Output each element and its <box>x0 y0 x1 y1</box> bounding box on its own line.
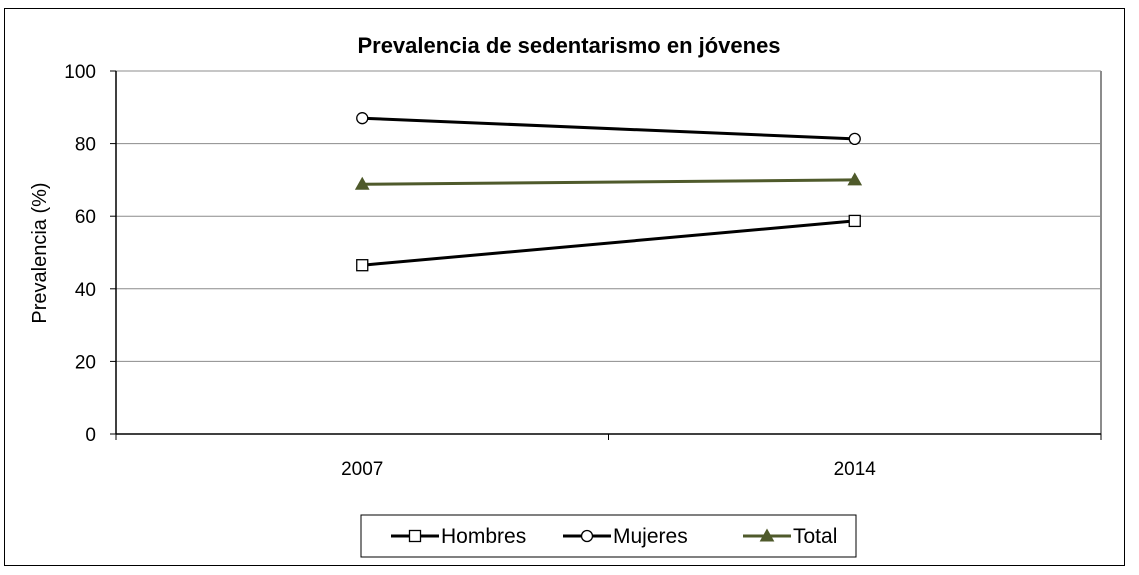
legend: Hombres Mujeres Total <box>360 514 857 558</box>
y-tick-label: 20 <box>75 352 96 373</box>
chart-title: Prevalencia de sedentarismo en jóvenes <box>357 33 780 58</box>
chart-frame <box>4 8 1125 566</box>
x-tick-label: 2014 <box>834 459 877 480</box>
y-tick-label: 100 <box>64 62 96 83</box>
data-point-total <box>354 176 370 190</box>
series-line-total <box>362 178 855 186</box>
y-axis-title: Prevalencia (%) <box>29 182 51 323</box>
legend-marker-total <box>759 528 775 542</box>
y-tick-label: 80 <box>75 135 96 156</box>
legend-marker-mujeres <box>580 529 594 543</box>
legend-label-total: Total <box>793 525 837 548</box>
legend-marker-hombres <box>408 529 422 543</box>
data-point-hombres <box>848 214 861 228</box>
data-point-total <box>847 172 863 186</box>
legend-label-hombres: Hombres <box>441 525 526 548</box>
legend-label-mujeres: Mujeres <box>613 525 688 548</box>
x-tick-label: 2007 <box>341 459 383 480</box>
y-tick-label: 60 <box>75 207 96 228</box>
data-point-hombres <box>356 259 369 272</box>
plot-area: 0 20 40 60 80 100 2007 2014 <box>64 62 1102 480</box>
data-point-mujeres <box>848 132 861 146</box>
series-line-mujeres <box>362 116 855 141</box>
data-point-mujeres <box>356 112 369 125</box>
series-line-hombres <box>362 219 855 267</box>
y-tick-label: 40 <box>75 280 96 301</box>
y-tick-label: 0 <box>85 425 96 446</box>
